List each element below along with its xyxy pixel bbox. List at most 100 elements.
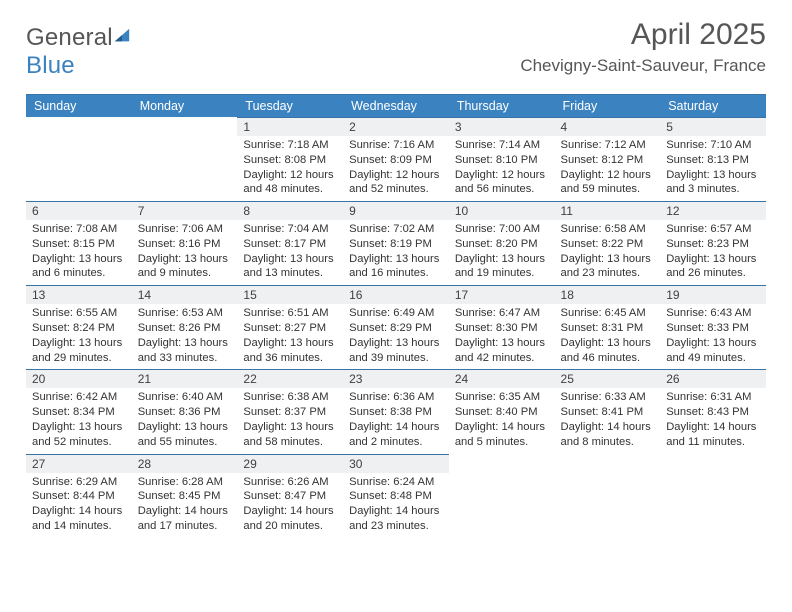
- day-details: Sunrise: 6:55 AMSunset: 8:24 PMDaylight:…: [26, 306, 132, 369]
- sunrise-line: Sunrise: 7:10 AM: [666, 138, 760, 153]
- daylight-line: Daylight: 12 hours and 56 minutes.: [455, 168, 549, 198]
- sunset-line: Sunset: 8:26 PM: [138, 321, 232, 336]
- day-details: Sunrise: 7:00 AMSunset: 8:20 PMDaylight:…: [449, 222, 555, 285]
- title-block: April 2025 Chevigny-Saint-Sauveur, Franc…: [520, 18, 766, 76]
- calendar-cell: [26, 117, 132, 201]
- sunrise-line: Sunrise: 6:47 AM: [455, 306, 549, 321]
- sunset-line: Sunset: 8:34 PM: [32, 405, 126, 420]
- day-details: Sunrise: 6:26 AMSunset: 8:47 PMDaylight:…: [237, 475, 343, 538]
- sunrise-line: Sunrise: 7:04 AM: [243, 222, 337, 237]
- sunrise-line: Sunrise: 6:33 AM: [561, 390, 655, 405]
- sunset-line: Sunset: 8:40 PM: [455, 405, 549, 420]
- logo-triangle-icon: [113, 27, 131, 45]
- day-details: Sunrise: 6:49 AMSunset: 8:29 PMDaylight:…: [343, 306, 449, 369]
- page: GeneralBlue April 2025 Chevigny-Saint-Sa…: [0, 0, 792, 548]
- daylight-line: Daylight: 13 hours and 46 minutes.: [561, 336, 655, 366]
- logo-text-a: General: [26, 24, 113, 51]
- day-number: 16: [343, 285, 449, 304]
- sunrise-line: Sunrise: 7:12 AM: [561, 138, 655, 153]
- calendar-cell: 2Sunrise: 7:16 AMSunset: 8:09 PMDaylight…: [343, 117, 449, 201]
- weekday-row: SundayMondayTuesdayWednesdayThursdayFrid…: [26, 95, 766, 118]
- sunrise-line: Sunrise: 7:02 AM: [349, 222, 443, 237]
- sunset-line: Sunset: 8:37 PM: [243, 405, 337, 420]
- day-number: 15: [237, 285, 343, 304]
- day-details: Sunrise: 6:24 AMSunset: 8:48 PMDaylight:…: [343, 475, 449, 538]
- logo-text-b: Blue: [26, 52, 75, 79]
- sunset-line: Sunset: 8:09 PM: [349, 153, 443, 168]
- daylight-line: Daylight: 13 hours and 13 minutes.: [243, 252, 337, 282]
- sunrise-line: Sunrise: 6:36 AM: [349, 390, 443, 405]
- sunset-line: Sunset: 8:19 PM: [349, 237, 443, 252]
- calendar-cell: 3Sunrise: 7:14 AMSunset: 8:10 PMDaylight…: [449, 117, 555, 201]
- logo: GeneralBlue: [26, 24, 131, 80]
- calendar-cell: [132, 117, 238, 201]
- calendar-cell: 25Sunrise: 6:33 AMSunset: 8:41 PMDayligh…: [555, 369, 661, 453]
- sunrise-line: Sunrise: 6:31 AM: [666, 390, 760, 405]
- sunset-line: Sunset: 8:30 PM: [455, 321, 549, 336]
- day-number: 4: [555, 117, 661, 136]
- daylight-line: Daylight: 14 hours and 20 minutes.: [243, 504, 337, 534]
- day-number: 6: [26, 201, 132, 220]
- daylight-line: Daylight: 13 hours and 16 minutes.: [349, 252, 443, 282]
- calendar-row: 27Sunrise: 6:29 AMSunset: 8:44 PMDayligh…: [26, 454, 766, 538]
- calendar-cell: 30 Sunrise: 6:24 AMSunset: 8:48 PMDayligh…: [343, 454, 449, 538]
- sunrise-line: Sunrise: 7:08 AM: [32, 222, 126, 237]
- sunset-line: Sunset: 8:44 PM: [32, 489, 126, 504]
- daylight-line: Daylight: 13 hours and 23 minutes.: [561, 252, 655, 282]
- calendar-cell: 15Sunrise: 6:51 AMSunset: 8:27 PMDayligh…: [237, 285, 343, 369]
- sunset-line: Sunset: 8:45 PM: [138, 489, 232, 504]
- daylight-line: Daylight: 12 hours and 52 minutes.: [349, 168, 443, 198]
- day-number: 10: [449, 201, 555, 220]
- day-number: 24: [449, 369, 555, 388]
- sunrise-line: Sunrise: 7:16 AM: [349, 138, 443, 153]
- sunset-line: Sunset: 8:12 PM: [561, 153, 655, 168]
- calendar-cell: 18Sunrise: 6:45 AMSunset: 8:31 PMDayligh…: [555, 285, 661, 369]
- day-number: 25: [555, 369, 661, 388]
- day-number: 29: [237, 454, 343, 473]
- sunrise-line: Sunrise: 7:18 AM: [243, 138, 337, 153]
- sunset-line: Sunset: 8:10 PM: [455, 153, 549, 168]
- day-number: 1: [237, 117, 343, 136]
- sunrise-line: Sunrise: 6:38 AM: [243, 390, 337, 405]
- daylight-line: Daylight: 14 hours and 5 minutes.: [455, 420, 549, 450]
- day-details: Sunrise: 7:18 AMSunset: 8:08 PMDaylight:…: [237, 138, 343, 201]
- daylight-line: Daylight: 14 hours and 14 minutes.: [32, 504, 126, 534]
- day-number: 28: [132, 454, 238, 473]
- day-number: 30: [343, 454, 449, 473]
- calendar-cell: [660, 454, 766, 538]
- day-number: 8: [237, 201, 343, 220]
- sunrise-line: Sunrise: 6:57 AM: [666, 222, 760, 237]
- sunrise-line: Sunrise: 6:45 AM: [561, 306, 655, 321]
- sunset-line: Sunset: 8:23 PM: [666, 237, 760, 252]
- calendar-cell: 13Sunrise: 6:55 AMSunset: 8:24 PMDayligh…: [26, 285, 132, 369]
- sunrise-line: Sunrise: 6:53 AM: [138, 306, 232, 321]
- daylight-line: Daylight: 13 hours and 33 minutes.: [138, 336, 232, 366]
- calendar-cell: 14 Sunrise: 6:53 AMSunset: 8:26 PMDayligh…: [132, 285, 238, 369]
- title-location: Chevigny-Saint-Sauveur, France: [520, 56, 766, 76]
- daylight-line: Daylight: 12 hours and 59 minutes.: [561, 168, 655, 198]
- day-details: Sunrise: 6:36 AMSunset: 8:38 PMDaylight:…: [343, 390, 449, 453]
- daylight-line: Daylight: 13 hours and 3 minutes.: [666, 168, 760, 198]
- day-number: 14: [132, 285, 238, 304]
- sunrise-line: Sunrise: 6:35 AM: [455, 390, 549, 405]
- sunset-line: Sunset: 8:48 PM: [349, 489, 443, 504]
- day-number: 26: [660, 369, 766, 388]
- sunset-line: Sunset: 8:31 PM: [561, 321, 655, 336]
- sunrise-line: Sunrise: 6:55 AM: [32, 306, 126, 321]
- calendar-cell: 28Sunrise: 6:28 AMSunset: 8:45 PMDayligh…: [132, 454, 238, 538]
- sunset-line: Sunset: 8:20 PM: [455, 237, 549, 252]
- sunset-line: Sunset: 8:38 PM: [349, 405, 443, 420]
- calendar-row: 1 Sunrise: 7:18 AMSunset: 8:08 PMDaylight…: [26, 117, 766, 201]
- daylight-line: Daylight: 14 hours and 23 minutes.: [349, 504, 443, 534]
- calendar-cell: 20Sunrise: 6:42 AMSunset: 8:34 PMDayligh…: [26, 369, 132, 453]
- daylight-line: Daylight: 14 hours and 8 minutes.: [561, 420, 655, 450]
- title-month: April 2025: [520, 18, 766, 52]
- sunset-line: Sunset: 8:24 PM: [32, 321, 126, 336]
- calendar-cell: 16 Sunrise: 6:49 AMSunset: 8:29 PMDayligh…: [343, 285, 449, 369]
- calendar-cell: 6Sunrise: 7:08 AMSunset: 8:15 PMDaylight…: [26, 201, 132, 285]
- day-number: 7: [132, 201, 238, 220]
- sunset-line: Sunset: 8:36 PM: [138, 405, 232, 420]
- sunset-line: Sunset: 8:22 PM: [561, 237, 655, 252]
- sunset-line: Sunset: 8:17 PM: [243, 237, 337, 252]
- calendar-row: 6Sunrise: 7:08 AMSunset: 8:15 PMDaylight…: [26, 201, 766, 285]
